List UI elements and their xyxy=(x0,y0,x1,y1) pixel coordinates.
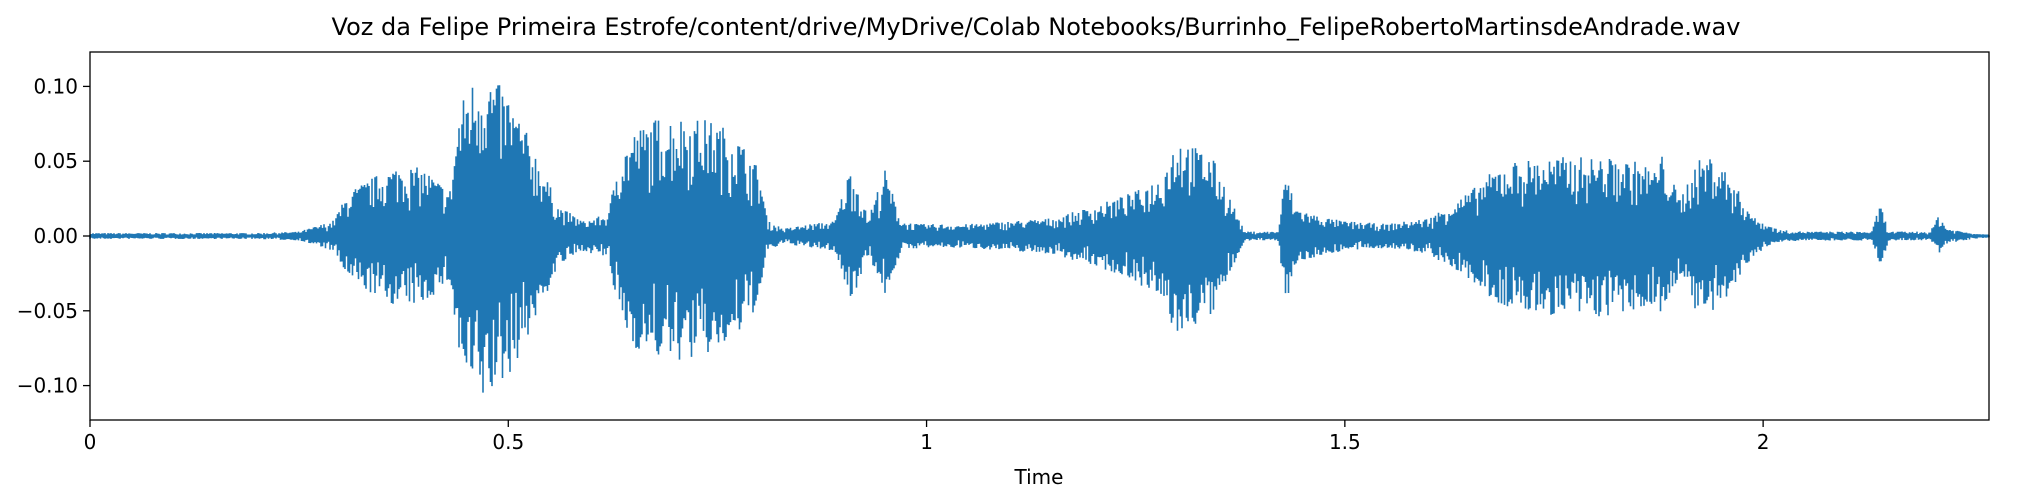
x-tick-label: 0 xyxy=(84,430,97,454)
y-tick-label: 0.00 xyxy=(33,224,78,248)
chart-title: Voz da Felipe Primeira Estrofe/content/d… xyxy=(332,13,1741,41)
x-axis-label: Time xyxy=(1014,465,1064,489)
waveform-series xyxy=(89,85,1990,393)
y-tick-label: 0.05 xyxy=(33,149,78,173)
x-tick-label: 1.5 xyxy=(1329,430,1361,454)
y-axis-ticks: 0.10 0.05 0.00 −0.05 −0.10 xyxy=(17,74,90,398)
y-tick-label: −0.10 xyxy=(17,374,78,398)
y-tick-label: −0.05 xyxy=(17,299,78,323)
x-tick-label: 2 xyxy=(1757,430,1770,454)
x-tick-label: 1 xyxy=(920,430,933,454)
x-axis-ticks: 0 0.5 1 1.5 2 xyxy=(84,420,1770,454)
y-tick-label: 0.10 xyxy=(33,74,78,98)
waveform-path xyxy=(89,85,1990,393)
x-tick-label: 0.5 xyxy=(492,430,524,454)
